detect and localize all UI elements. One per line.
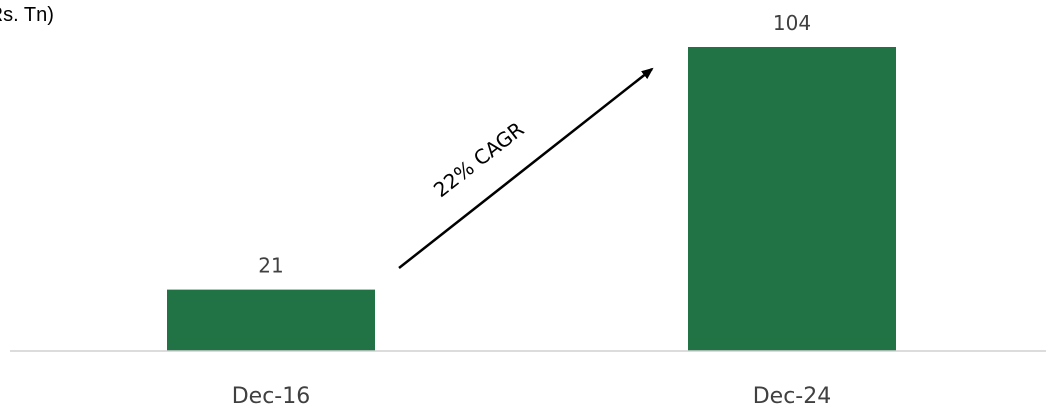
bar-dec-24 (688, 47, 896, 351)
x-tick-label-dec-16: Dec-16 (232, 384, 311, 409)
x-tick-label-dec-24: Dec-24 (753, 384, 832, 409)
cagr-arrow (398, 67, 654, 269)
cagr-annotation: 22% CAGR (429, 117, 529, 202)
y-axis-unit-label: (Rs. Tn) (0, 4, 54, 26)
data-label-dec-24: 104 (773, 11, 811, 35)
bar-dec-16 (167, 289, 375, 351)
data-label-dec-16: 21 (258, 254, 283, 278)
